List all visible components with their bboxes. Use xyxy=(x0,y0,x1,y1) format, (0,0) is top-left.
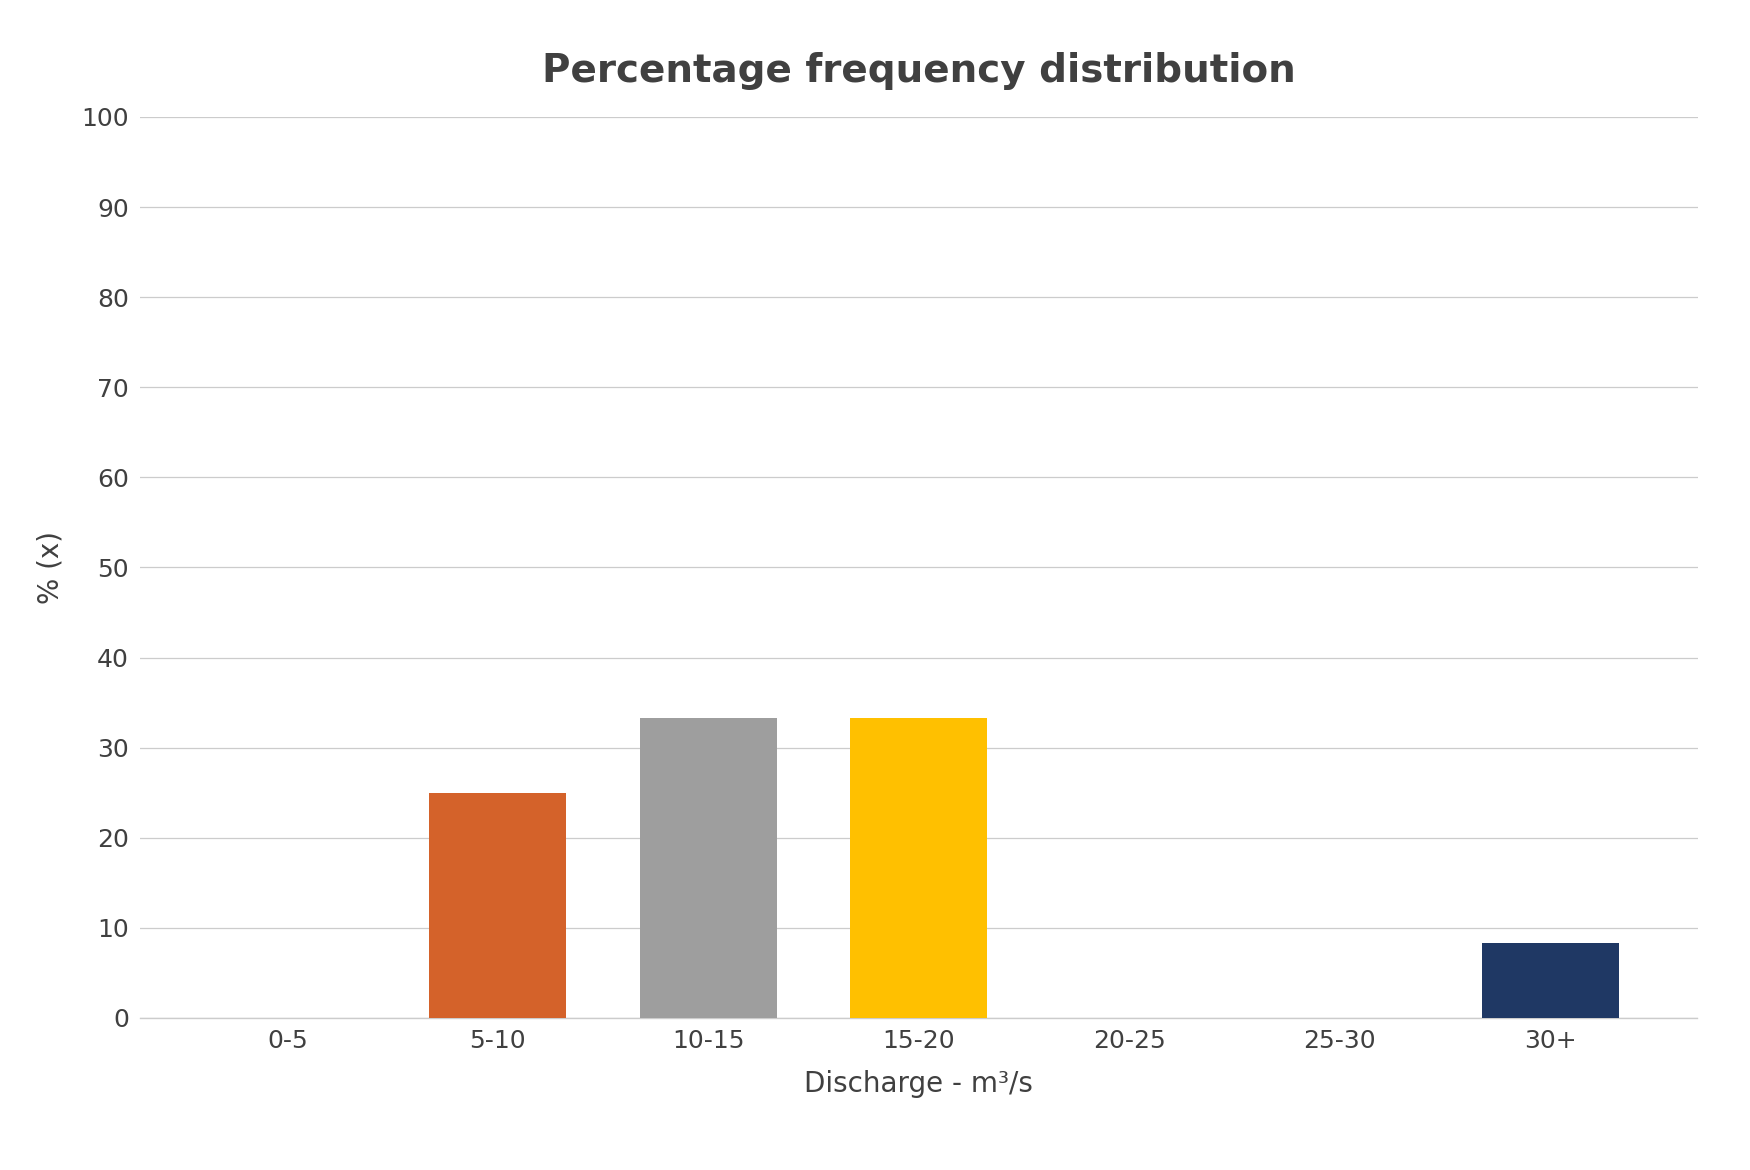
X-axis label: Discharge - m³/s: Discharge - m³/s xyxy=(805,1069,1032,1097)
Bar xyxy=(1482,943,1619,1018)
Y-axis label: % (x): % (x) xyxy=(37,531,65,604)
Bar xyxy=(429,793,567,1018)
Bar xyxy=(850,717,987,1018)
Title: Percentage frequency distribution: Percentage frequency distribution xyxy=(542,53,1295,90)
Bar xyxy=(640,717,777,1018)
